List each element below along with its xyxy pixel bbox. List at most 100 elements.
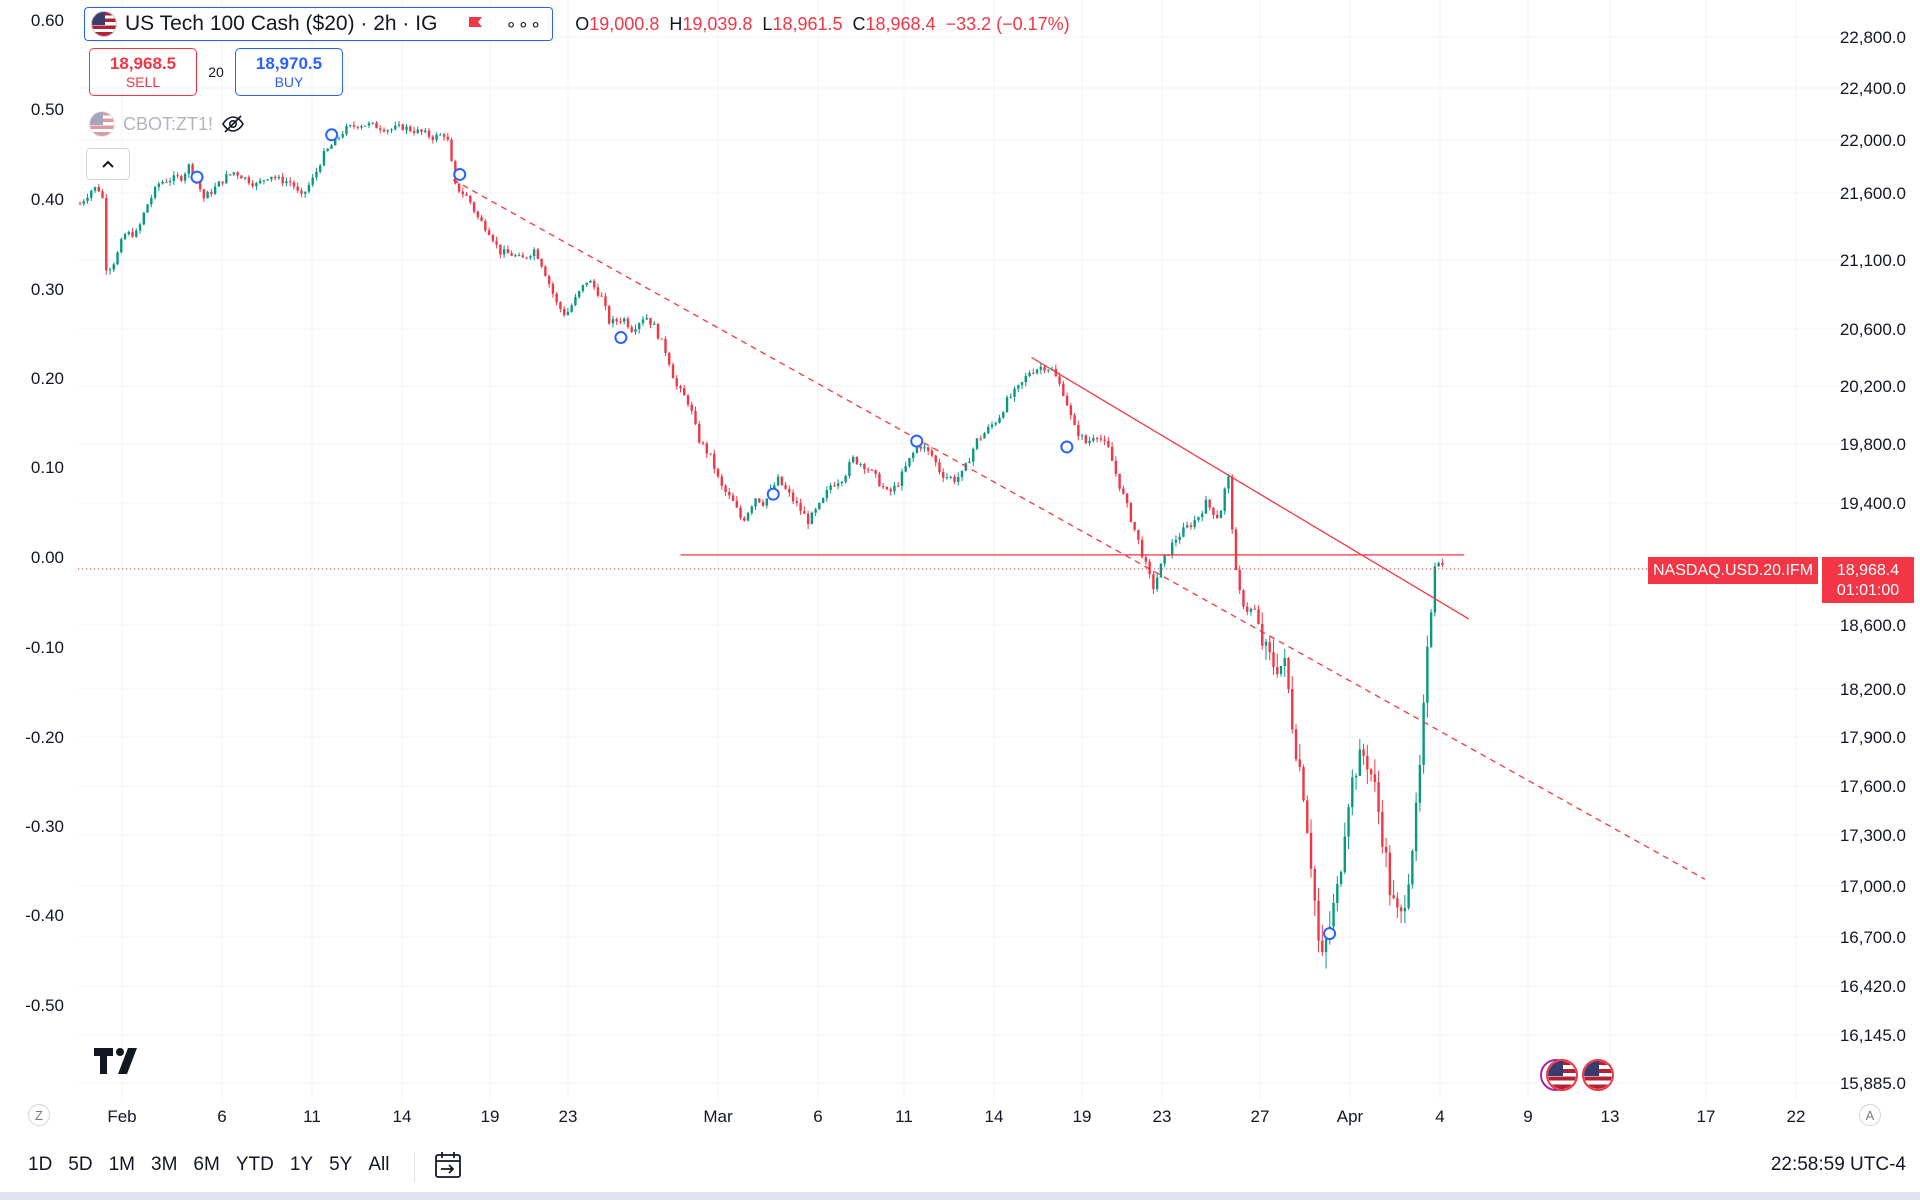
candle-body <box>1389 853 1391 895</box>
log-scale-button[interactable]: Z <box>28 1104 50 1126</box>
go-to-date-icon[interactable] <box>433 1150 463 1180</box>
time-axis: Feb 6 11 14 19 23 Mar 6 11 14 19 23 27 Apr 4 9 13 17 22 <box>107 1107 1805 1126</box>
candle-body <box>995 423 997 425</box>
candle-body <box>221 182 223 184</box>
candle-body <box>713 454 715 469</box>
time-axis-tick-label: 19 <box>481 1107 500 1126</box>
candle-body <box>413 131 415 133</box>
candle-body <box>244 177 246 178</box>
candle-body <box>293 182 295 186</box>
range-1m[interactable]: 1M <box>101 1154 143 1176</box>
candle-body <box>882 486 884 487</box>
candle-body <box>758 498 760 502</box>
us-flag-icon <box>91 11 117 37</box>
range-ytd[interactable]: YTD <box>228 1154 282 1176</box>
timezone-clock[interactable]: 22:58:59 UTC-4 <box>1771 1154 1906 1176</box>
candle-body <box>1422 703 1424 765</box>
us-flag-event-icon[interactable] <box>1582 1059 1614 1091</box>
time-axis-tick-label: 11 <box>895 1107 913 1126</box>
left-axis-tick-label: -0.50 <box>25 996 64 1015</box>
candle-body <box>781 477 783 485</box>
candle-body <box>803 511 805 514</box>
collapse-legend-button[interactable] <box>86 148 130 180</box>
trendline <box>1032 358 1469 619</box>
range-6m[interactable]: 6M <box>185 1154 227 1176</box>
candle-body <box>345 126 347 134</box>
buy-button[interactable]: 18,970.5 BUY <box>235 48 343 96</box>
candle-body <box>916 447 918 453</box>
candle-body <box>405 127 407 130</box>
candle-body <box>972 449 974 462</box>
candle-body <box>814 509 816 513</box>
candle-body <box>1182 527 1184 536</box>
candle-body <box>390 129 392 130</box>
candle-body <box>1073 415 1075 425</box>
candle-body <box>1081 435 1083 436</box>
low-label: L <box>762 14 772 34</box>
candle-body <box>1002 412 1004 418</box>
candle-body <box>533 250 535 257</box>
candle-body <box>559 302 561 309</box>
high-label: H <box>669 14 682 34</box>
candle-body <box>942 472 944 478</box>
range-all[interactable]: All <box>360 1154 397 1176</box>
candles-series <box>79 121 1444 968</box>
right-axis-tick-label: 17,600.0 <box>1840 777 1906 796</box>
symbol-search-box[interactable]: US Tech 100 Cash ($20) · 2h · IG ∘∘∘ <box>84 7 553 41</box>
high-value: 19,039.8 <box>682 14 752 34</box>
candle-body <box>203 189 205 198</box>
compare-symbol-row[interactable]: CBOT:ZT1! <box>89 111 245 137</box>
candle-body <box>338 137 340 138</box>
candle-body <box>736 501 738 508</box>
candle-body <box>1314 869 1316 901</box>
candle-body <box>646 318 648 320</box>
candle-body <box>1359 750 1361 776</box>
candle-body <box>248 177 250 183</box>
us-flag-event-icon[interactable] <box>1546 1059 1578 1091</box>
markers <box>192 129 1336 939</box>
auto-scale-button[interactable]: A <box>1859 1104 1881 1126</box>
candle-body <box>540 259 542 267</box>
trade-panel: 18,968.5 SELL 20 18,970.5 BUY <box>89 48 343 96</box>
range-3m[interactable]: 3M <box>143 1154 185 1176</box>
range-5y[interactable]: 5Y <box>321 1154 360 1176</box>
range-5d[interactable]: 5D <box>60 1154 100 1176</box>
left-axis-tick-label: 0.40 <box>31 190 64 209</box>
range-1d[interactable]: 1D <box>20 1154 60 1176</box>
candle-body <box>837 483 839 486</box>
candle-body <box>923 447 925 448</box>
candle-body <box>1156 577 1158 589</box>
hidden-eye-icon[interactable] <box>221 112 245 136</box>
candle-body <box>593 281 595 287</box>
candle-body <box>762 502 764 505</box>
tradingview-logo[interactable] <box>94 1048 142 1079</box>
open-label: O <box>575 14 589 34</box>
candle-body <box>597 287 599 295</box>
candle-body <box>1047 370 1049 371</box>
candle-body <box>342 134 344 137</box>
candle-body <box>101 191 103 198</box>
candle-body <box>1441 563 1443 565</box>
candle-body <box>953 477 955 482</box>
sell-button[interactable]: 18,968.5 SELL <box>89 48 197 96</box>
candle-body <box>503 249 505 254</box>
price-chart[interactable]: 0.60 0.50 0.40 0.30 0.20 0.10 0.00 -0.10 -0.20 -0… <box>0 0 1920 1134</box>
flag-icon[interactable] <box>467 15 485 33</box>
right-axis-tick-label: 22,000.0 <box>1840 131 1906 150</box>
candle-body <box>1058 376 1060 383</box>
candle-body <box>1017 385 1019 389</box>
candle-body <box>1085 435 1087 443</box>
range-1y[interactable]: 1Y <box>282 1154 321 1176</box>
candle-body <box>1197 517 1199 520</box>
candle-body <box>698 424 700 442</box>
candle-body <box>1400 907 1402 911</box>
candle-body <box>308 185 310 192</box>
right-axis-tick-label: 20,600.0 <box>1840 320 1906 339</box>
more-icon[interactable]: ∘∘∘ <box>505 14 542 35</box>
candle-body <box>488 230 490 235</box>
candle-body <box>86 198 88 201</box>
candle-body <box>1107 441 1109 447</box>
candle-body <box>1066 396 1068 406</box>
candle-body <box>1321 941 1323 952</box>
candle-body <box>161 182 163 184</box>
